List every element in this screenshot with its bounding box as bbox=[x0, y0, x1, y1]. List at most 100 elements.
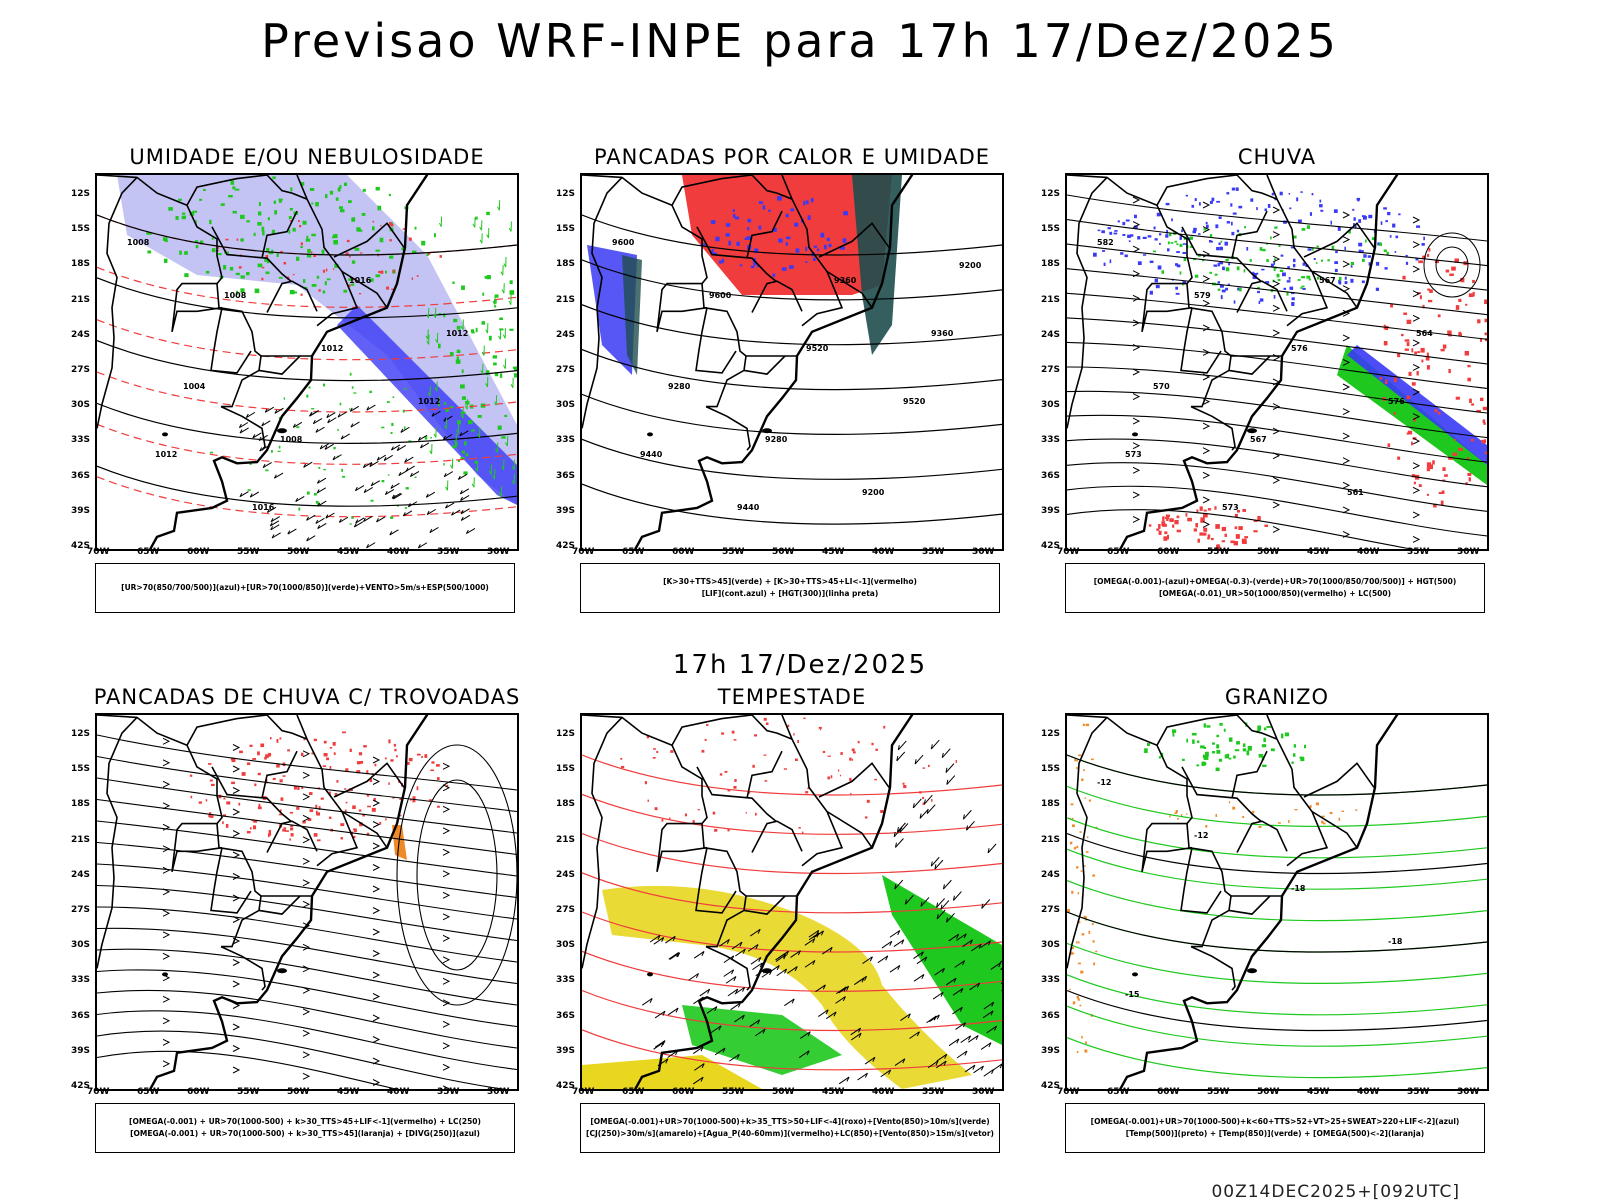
lon-tick-label: 65W bbox=[137, 1087, 159, 1097]
arrowhead bbox=[1273, 526, 1279, 532]
green-cell bbox=[498, 426, 502, 430]
green-cell bbox=[306, 236, 308, 239]
rain-cell bbox=[1421, 360, 1423, 363]
lif-contour bbox=[735, 217, 740, 220]
arrowhead bbox=[1413, 315, 1419, 321]
omega500-cell bbox=[1080, 831, 1082, 833]
green-cell bbox=[176, 216, 179, 220]
rain-cell bbox=[1448, 369, 1450, 373]
green-cell bbox=[336, 197, 339, 200]
lif-contour bbox=[719, 261, 723, 264]
rain-cell bbox=[1480, 398, 1483, 401]
streamline bbox=[97, 1011, 517, 1070]
rain-cell bbox=[1449, 274, 1454, 276]
rain-cell bbox=[1467, 365, 1470, 367]
red-cell bbox=[313, 255, 316, 257]
rain-cell bbox=[1186, 513, 1188, 517]
storm-cell bbox=[329, 817, 331, 819]
omega500-cell bbox=[1077, 996, 1079, 999]
water-cell bbox=[733, 786, 736, 789]
lake-icon bbox=[647, 972, 653, 976]
rain-cell bbox=[1198, 539, 1200, 543]
omega-cell bbox=[1314, 258, 1316, 260]
contour-line bbox=[1067, 755, 1487, 795]
omega-cell bbox=[1368, 255, 1371, 257]
omega500-cell bbox=[1071, 803, 1074, 805]
water-cell bbox=[795, 759, 798, 761]
water-cell bbox=[670, 750, 673, 753]
rain-cell bbox=[1394, 412, 1396, 414]
streamline bbox=[97, 1031, 517, 1089]
green-cell bbox=[274, 210, 277, 214]
green-cell bbox=[463, 471, 467, 474]
omega-cell bbox=[1181, 230, 1183, 233]
storm-cell bbox=[285, 830, 289, 832]
rain-cell bbox=[1447, 331, 1451, 335]
green-cell bbox=[325, 281, 327, 285]
rain-cell bbox=[1384, 341, 1388, 345]
green-cell bbox=[387, 401, 390, 403]
omega-cell bbox=[1376, 262, 1379, 266]
green-cell bbox=[464, 441, 466, 445]
rain-cell bbox=[1418, 260, 1423, 263]
water-cell bbox=[732, 731, 735, 734]
omega500-cell bbox=[1330, 812, 1333, 814]
arrowhead bbox=[303, 1030, 309, 1036]
arrowhead bbox=[1133, 418, 1139, 424]
lon-tick-label: 30W bbox=[1457, 1087, 1479, 1097]
green-cell bbox=[381, 427, 384, 429]
arrowhead bbox=[303, 772, 309, 778]
omega-cell bbox=[1158, 266, 1162, 270]
green-cell bbox=[348, 200, 352, 203]
green-cell bbox=[385, 271, 387, 274]
rain-cell bbox=[1203, 528, 1207, 532]
storm-cell bbox=[354, 829, 357, 832]
granizo-cell bbox=[1229, 737, 1232, 741]
green-cell bbox=[279, 199, 282, 203]
water-cell bbox=[827, 777, 830, 780]
omega-cell bbox=[1150, 261, 1154, 263]
green-cell bbox=[393, 396, 395, 398]
granizo-cell bbox=[1216, 735, 1219, 737]
omega-cell bbox=[1406, 255, 1408, 257]
lat-tick-label: 21S bbox=[556, 835, 575, 845]
rain-cell bbox=[1200, 506, 1203, 510]
storm-cell bbox=[323, 765, 326, 767]
omega-cell bbox=[1219, 247, 1223, 251]
anticyclone-line bbox=[397, 745, 517, 1005]
red-cell bbox=[311, 251, 312, 254]
omega500-cell bbox=[1081, 779, 1083, 781]
omega-cell bbox=[1186, 195, 1188, 197]
water-cell bbox=[755, 813, 757, 816]
lat-tick-label: 36S bbox=[556, 1011, 575, 1021]
omega-cell bbox=[1148, 235, 1152, 237]
rain-cell bbox=[1438, 412, 1441, 415]
arrowhead bbox=[373, 822, 379, 828]
storm-cell bbox=[385, 818, 387, 820]
omega-cell bbox=[1176, 243, 1178, 245]
rain-cell bbox=[1484, 439, 1486, 443]
green-cell bbox=[338, 187, 341, 191]
green-cell bbox=[248, 489, 251, 491]
panel-granizo: GRANIZO -12-12-18-18-15 [OMEGA(-0.001)+U… bbox=[1037, 685, 1517, 1175]
granizo-cell bbox=[1192, 740, 1195, 744]
coastline bbox=[1107, 715, 1417, 1089]
omega-cell bbox=[1177, 265, 1181, 268]
contour-label: 573 bbox=[1222, 503, 1239, 512]
storm-cell bbox=[310, 809, 314, 812]
panel-title: PANCADAS POR CALOR E UMIDADE bbox=[552, 145, 1032, 169]
granizo-cell bbox=[1257, 726, 1261, 731]
lat-tick-label: 39S bbox=[71, 506, 90, 516]
omega-cell bbox=[1129, 240, 1131, 242]
lon-tick-label: 40W bbox=[387, 547, 409, 557]
green-cell bbox=[296, 257, 299, 261]
rain-cell bbox=[1200, 517, 1204, 521]
omega-cell bbox=[1298, 220, 1302, 223]
omega-cell bbox=[1289, 277, 1291, 280]
water-cell bbox=[655, 807, 658, 810]
lif-contour bbox=[733, 209, 735, 212]
green-cell bbox=[333, 240, 338, 245]
green-cell bbox=[389, 194, 391, 196]
omega500-cell bbox=[1076, 866, 1078, 868]
